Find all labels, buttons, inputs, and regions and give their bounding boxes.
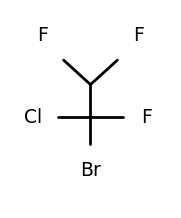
Text: Br: Br <box>80 161 101 180</box>
Text: F: F <box>133 26 144 46</box>
Text: F: F <box>37 26 48 46</box>
Text: Cl: Cl <box>24 108 42 127</box>
Text: F: F <box>141 108 152 127</box>
